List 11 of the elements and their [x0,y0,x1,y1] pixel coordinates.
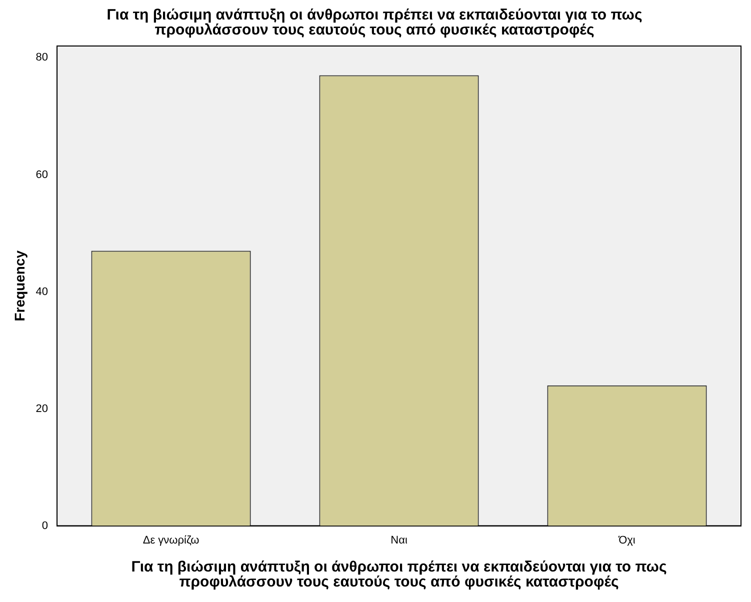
y-tick-label: 0 [42,520,48,532]
y-tick-label: 60 [36,168,48,181]
x-tick-label: Ναι [390,534,408,546]
y-tick-label: 40 [36,286,48,298]
x-tick-label: Δε γνωρίζω [142,534,200,546]
y-tick-label: 20 [36,402,48,415]
x-tick-label: Όχι [618,534,636,546]
x-axis-title: Για τη βιώσιμη ανάπτυξη οι άνθρωποι πρέπει να εκπαιδεύονται για το πως προφυλάσσουν τους εαυτούς τους από φυσικές καταστροφές [131,558,667,591]
y-tick-label: 80 [36,52,48,64]
y-axis-title: Frequency [11,250,28,322]
chart-title: Για τη βιώσιμη ανάπτυξη οι άνθρωποι πρέπει να εκπαιδεύονται για το πως προφυλάσσουν τους εαυτούς τους από φυσικές καταστροφές [106,6,642,39]
